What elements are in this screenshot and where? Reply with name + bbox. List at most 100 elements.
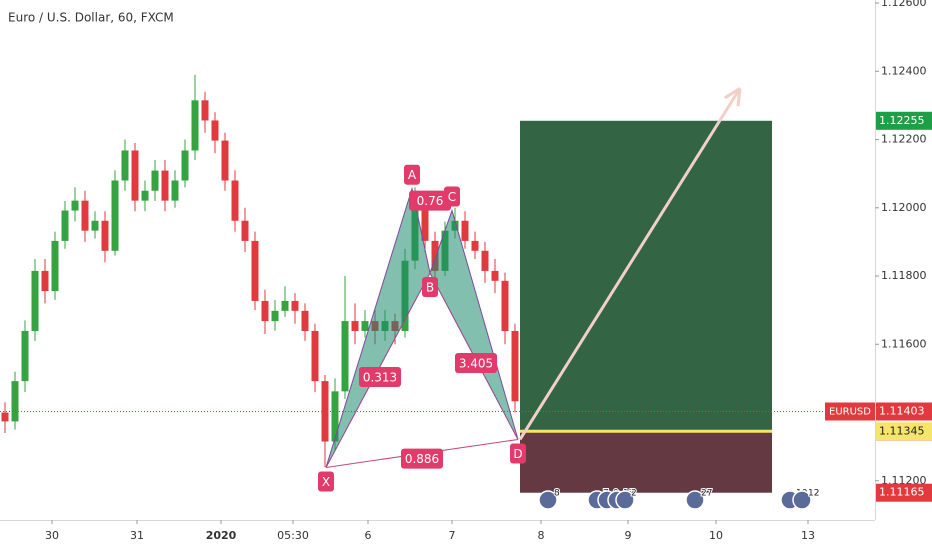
event-icon	[685, 490, 705, 510]
ratio-badge	[409, 190, 451, 211]
candle-body	[191, 100, 199, 151]
candle-body	[341, 321, 349, 392]
symbol-label: EURUSD	[829, 406, 871, 417]
y-tick-label: 1.12200	[881, 133, 927, 146]
event-count: 8	[554, 489, 560, 499]
y-tick-label: 1.12600	[881, 0, 927, 9]
candle-body	[161, 170, 169, 201]
candle-body	[271, 310, 279, 322]
candle-body	[21, 330, 29, 382]
candle-body	[141, 190, 149, 201]
x-tick-label: 31	[130, 529, 144, 542]
ratio-label: 0.886	[405, 452, 439, 466]
candle-body	[331, 391, 339, 442]
event-icon	[538, 490, 558, 510]
event-icon	[615, 490, 635, 510]
candle-body	[171, 180, 179, 201]
stop-label-bg	[876, 483, 932, 502]
candle-body	[351, 321, 359, 331]
arrow-head	[736, 88, 742, 107]
y-tick-label: 1.11600	[881, 337, 927, 350]
arrow-shaft	[518, 87, 742, 441]
target-label-bg	[876, 111, 932, 130]
point-badge	[422, 276, 438, 297]
x-tick-label: 10	[709, 529, 723, 542]
stop-label: 1.11165	[879, 486, 925, 499]
candle-body	[291, 300, 299, 311]
candle-body	[121, 150, 129, 181]
y-tick-label: 1.12000	[881, 201, 927, 214]
candle-body	[501, 280, 509, 331]
y-tick-label: 1.12400	[881, 64, 927, 77]
candle-body	[231, 180, 239, 221]
candle-body	[251, 240, 259, 301]
candle-body	[481, 250, 489, 271]
candle-body	[151, 170, 159, 191]
event-icon	[792, 490, 812, 510]
ratio-label: 3.405	[459, 357, 493, 371]
event-count: 2	[631, 489, 637, 499]
chart-title: Euro / U.S. Dollar, 60, FXCM	[8, 11, 174, 25]
y-tick-label: 1.11200	[881, 474, 927, 487]
candle-body	[461, 220, 469, 241]
candle-body	[11, 381, 19, 422]
candle-body	[1, 412, 9, 422]
candle-body	[221, 140, 229, 181]
point-badge	[510, 443, 526, 464]
pattern-bd	[429, 272, 519, 440]
candle-body	[431, 240, 439, 271]
y-tick-label: 1.11800	[881, 269, 927, 282]
point-badge	[318, 471, 334, 492]
event-count: 12	[808, 489, 819, 499]
x-tick-label: 6	[365, 529, 372, 542]
point-badge	[444, 186, 460, 207]
candle-body	[301, 310, 309, 331]
candle-body	[41, 270, 49, 292]
candle-body	[131, 150, 139, 201]
ratio-label: 0.76	[417, 194, 444, 208]
point-badge	[404, 164, 420, 185]
candle-body	[361, 321, 369, 331]
ratio-badge	[455, 353, 497, 374]
point-label: D	[513, 447, 522, 461]
point-label: X	[322, 475, 330, 489]
candle-body	[471, 240, 479, 251]
candle-body	[201, 100, 209, 121]
entry-label-bg	[876, 422, 932, 441]
x-tick-label: 13	[801, 529, 815, 542]
x-tick-label: 2020	[206, 529, 237, 542]
profit-zone	[520, 120, 772, 432]
symbol-bg	[825, 402, 875, 421]
target-label: 1.12255	[879, 114, 925, 127]
x-tick-label: 7	[449, 529, 456, 542]
candle-body	[101, 220, 109, 251]
candle-body	[31, 270, 39, 331]
loss-zone	[520, 431, 772, 493]
candle-body	[81, 200, 89, 231]
ratio-label: 0.313	[363, 371, 397, 385]
x-tick-label: 8	[538, 529, 545, 542]
candle-body	[111, 180, 119, 251]
current-price-label-bg	[876, 402, 932, 421]
point-label: B	[426, 280, 434, 294]
candle-body	[61, 210, 69, 241]
candle-body	[91, 220, 99, 231]
x-tick-label: 05:30	[277, 529, 309, 542]
candle-body	[261, 300, 269, 322]
candle-body	[421, 200, 429, 241]
arrow-head	[723, 87, 741, 100]
candle-body	[281, 300, 289, 311]
candle-body	[511, 330, 519, 402]
candle-body	[211, 120, 219, 141]
x-tick-label: 30	[45, 529, 59, 542]
event-count: 27	[701, 489, 712, 499]
candle-body	[491, 270, 499, 281]
candle-body	[181, 150, 189, 181]
point-label: C	[448, 190, 456, 204]
ratio-badge	[401, 448, 443, 469]
ratio-badge	[359, 367, 401, 388]
point-label: A	[408, 168, 417, 182]
x-tick-label: 9	[625, 529, 632, 542]
candle-body	[311, 330, 319, 382]
